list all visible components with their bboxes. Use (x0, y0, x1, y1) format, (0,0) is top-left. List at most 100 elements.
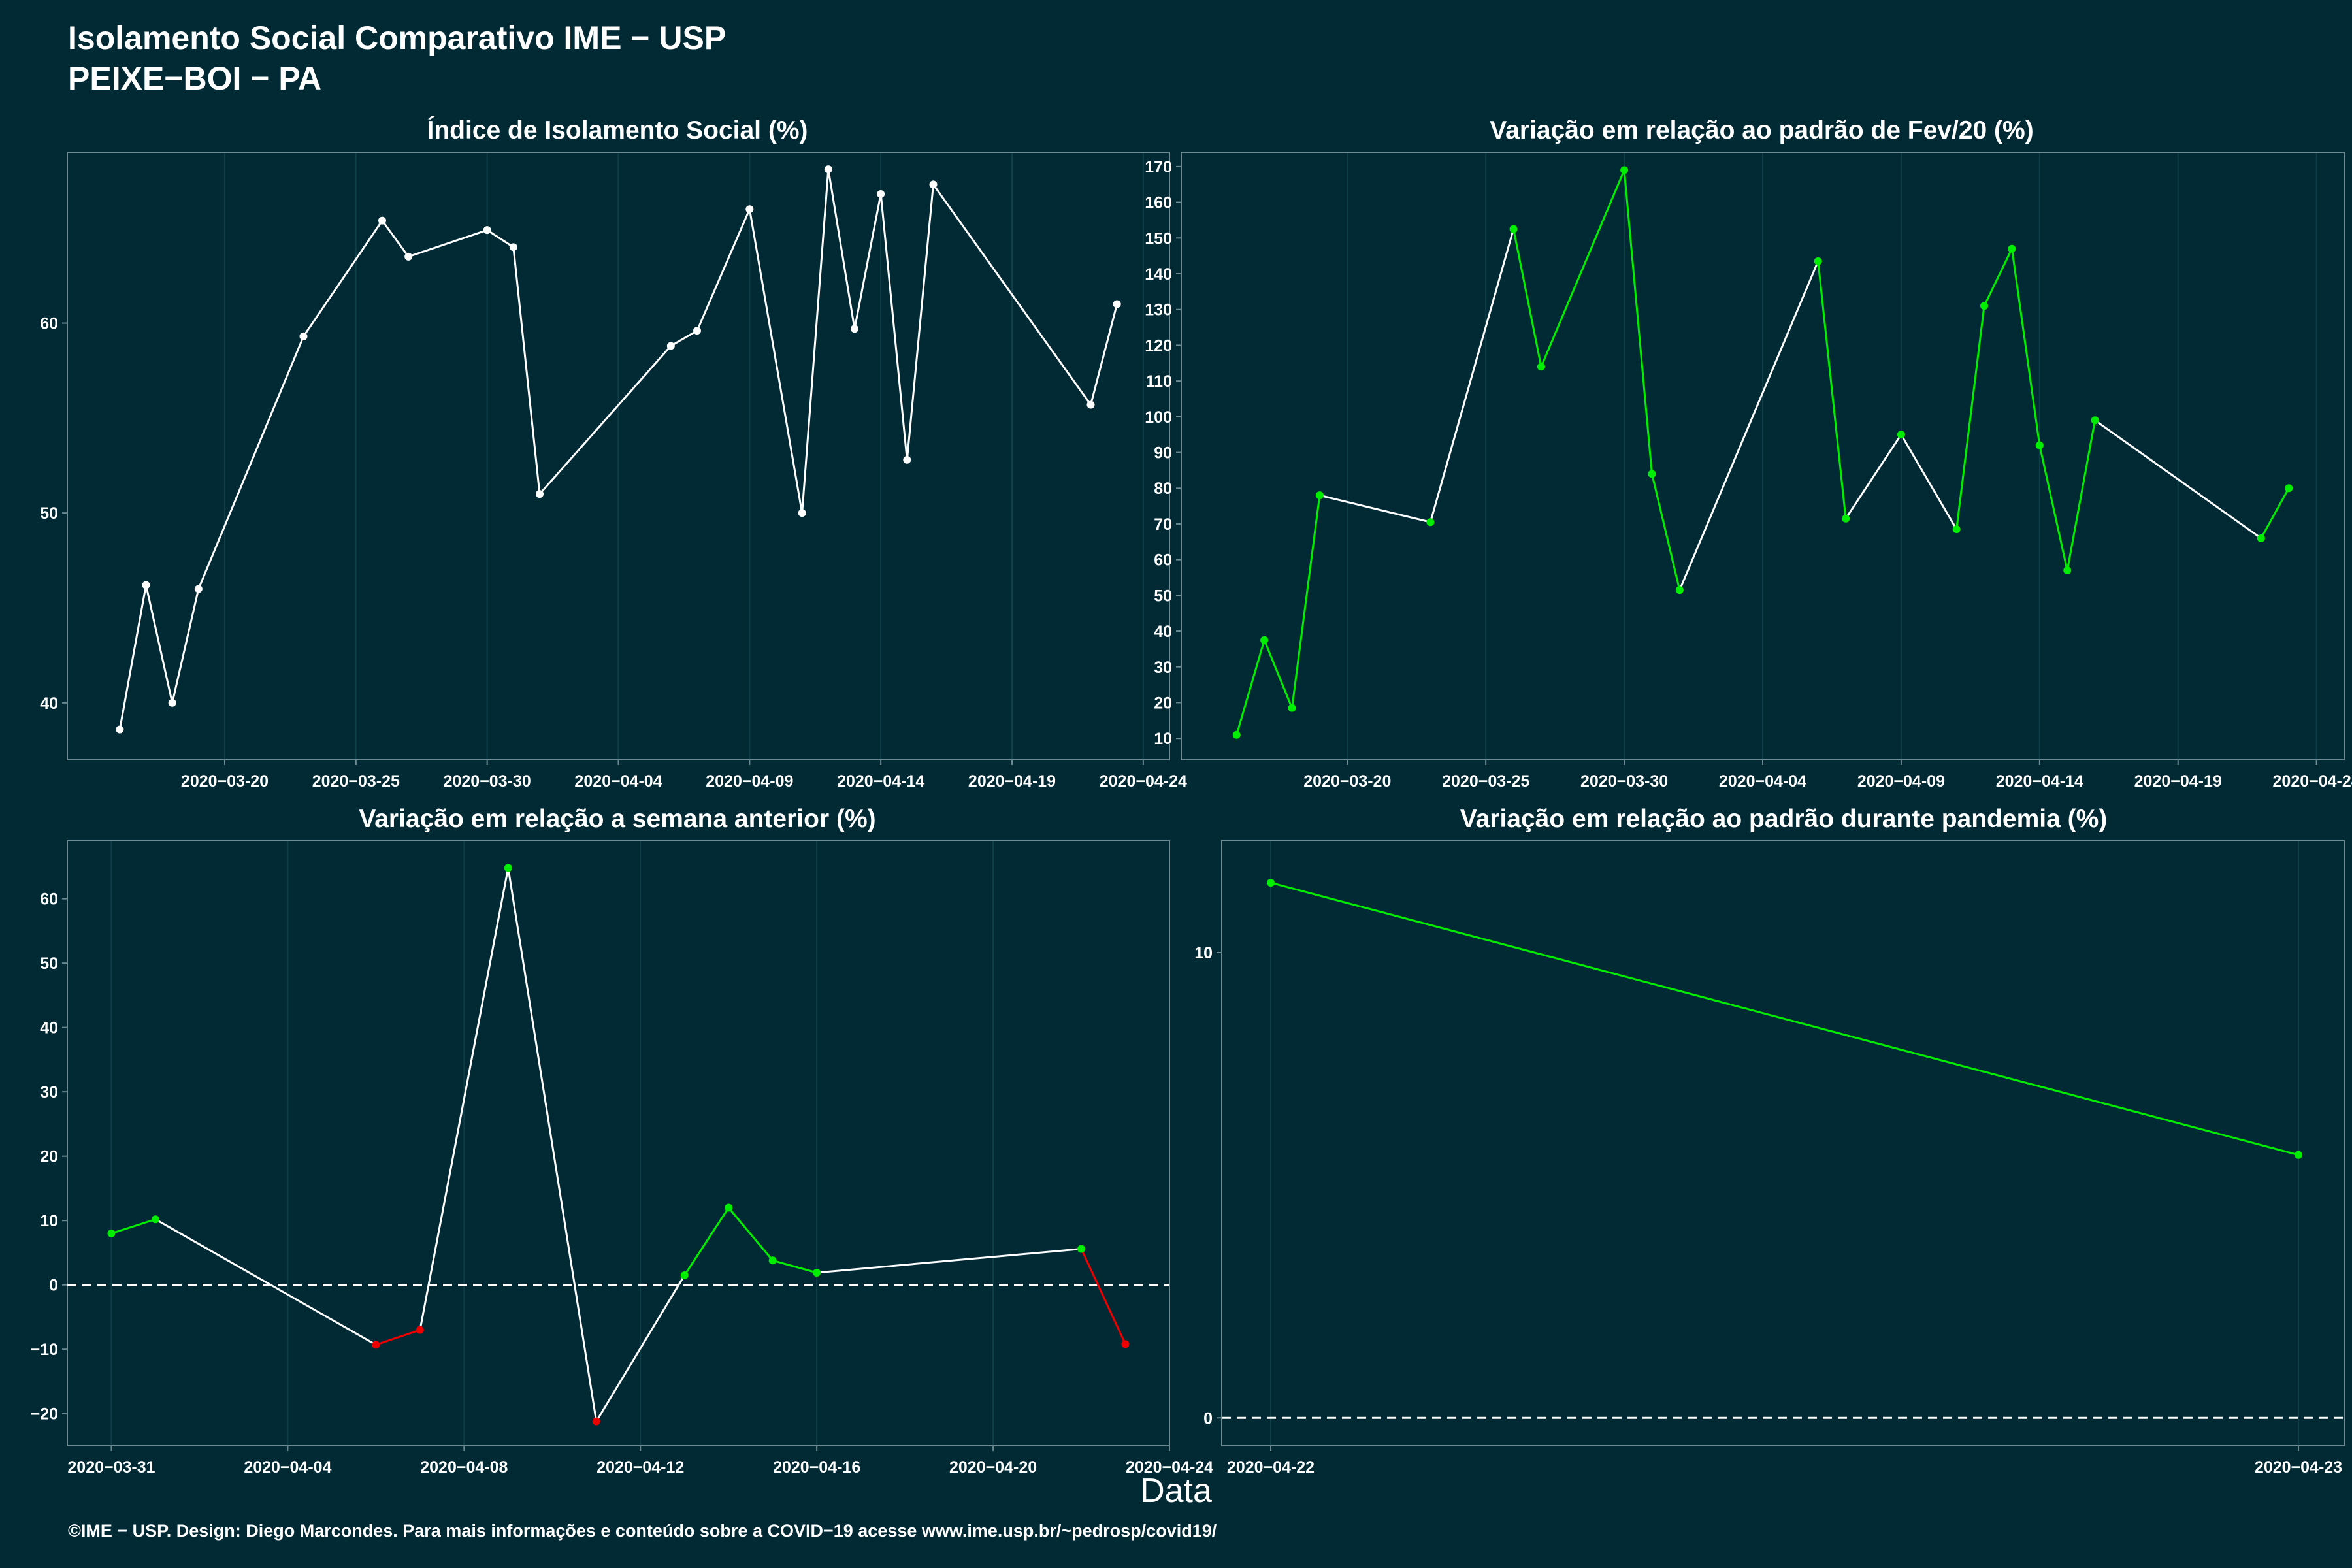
data-point (666, 342, 675, 350)
series-segment (1090, 304, 1119, 405)
data-point (404, 252, 413, 261)
x-tick-label: 2020−04-04 (574, 772, 662, 791)
data-point (851, 325, 858, 333)
y-tick-label: 50 (40, 955, 58, 973)
y-tick-label: 0 (1203, 1409, 1213, 1428)
series-segment (2038, 445, 2068, 571)
series-segment (171, 589, 200, 704)
x-tick-label: 2020−04-23 (2255, 1458, 2342, 1477)
y-tick-label: 20 (1154, 694, 1172, 712)
series-segment (772, 1259, 817, 1274)
y-tick-label: 80 (1154, 480, 1172, 498)
x-tick-label: 2020−04-09 (1857, 772, 1945, 791)
data-point (1648, 470, 1656, 478)
series-segment (817, 1248, 1082, 1274)
x-tick-label: 2020−04-09 (706, 772, 793, 791)
series-segment (1900, 434, 1957, 530)
x-tick-label: 2020−04-14 (837, 772, 924, 791)
y-tick-label: −20 (31, 1405, 58, 1424)
series-segment (375, 1329, 421, 1346)
data-point (1980, 302, 1989, 310)
data-point (2285, 484, 2293, 493)
y-tick-label: 0 (49, 1277, 58, 1295)
series-segment (853, 193, 882, 329)
series-segment (728, 1207, 774, 1262)
data-point (877, 189, 885, 198)
y-tick-label: 40 (40, 694, 58, 713)
series-segment (1270, 881, 2299, 1156)
series-segment (302, 220, 384, 337)
data-point (194, 585, 203, 593)
x-tick-label: 2020−03-30 (444, 772, 531, 791)
series-segment (906, 184, 934, 460)
y-tick-label: 100 (1145, 408, 1172, 427)
data-point (903, 455, 911, 464)
y-tick-label: 170 (1145, 158, 1172, 176)
y-tick-label: 30 (40, 1083, 58, 1102)
y-tick-label: 60 (1154, 551, 1172, 570)
data-point (798, 509, 806, 517)
data-point (813, 1269, 821, 1277)
x-tick-label: 2020−04-04 (1719, 772, 1806, 791)
y-tick-label: 20 (40, 1148, 58, 1166)
data-point (2035, 441, 2044, 449)
x-tick-label: 2020−04-12 (596, 1458, 684, 1477)
data-point (745, 205, 754, 214)
data-point (416, 1326, 424, 1334)
data-point (1267, 879, 1275, 887)
data-point (1509, 225, 1518, 233)
series-segment (670, 329, 698, 347)
series-segment (1429, 229, 1515, 523)
series-segment (1844, 434, 1903, 519)
data-point (824, 165, 832, 174)
series-segment (507, 868, 598, 1422)
y-tick-label: 70 (1154, 515, 1172, 534)
panel-title-isolation-index: Índice de Isolamento Social (%) (427, 116, 808, 144)
y-tick-label: 10 (1154, 730, 1172, 748)
series-segment (197, 336, 304, 590)
data-point (372, 1341, 380, 1349)
y-tick-label: 10 (40, 1212, 58, 1230)
series-segment (1080, 1248, 1126, 1345)
data-point (1232, 730, 1241, 739)
series-segment (932, 184, 1092, 406)
series-segment (1512, 229, 1543, 367)
x-tick-label: 2020−04-22 (1227, 1458, 1315, 1477)
data-point (536, 490, 544, 498)
x-tick-label: 2020−03-20 (181, 772, 269, 791)
series-segment (1263, 640, 1293, 709)
series-segment (1983, 248, 2013, 306)
panel-frame (1221, 840, 2345, 1446)
series-segment (827, 169, 856, 329)
x-axis-label: Data (1140, 1472, 1212, 1510)
x-tick-label: 2020−04-20 (949, 1458, 1037, 1477)
data-point (299, 332, 308, 340)
x-tick-label: 2020−04-04 (244, 1458, 331, 1477)
data-point (1113, 300, 1121, 308)
data-point (768, 1256, 777, 1265)
x-tick-label: 2020−03-25 (1442, 772, 1529, 791)
data-point (1288, 704, 1296, 712)
data-point (1675, 586, 1684, 595)
data-point (504, 864, 512, 872)
series-segment (748, 208, 804, 514)
data-point (1086, 400, 1095, 409)
y-tick-label: 40 (1154, 623, 1172, 641)
x-tick-label: 2020−04-24 (1100, 772, 1187, 791)
series-segment (512, 247, 541, 495)
y-tick-label: 130 (1145, 301, 1172, 319)
series-segment (538, 345, 672, 495)
data-point (168, 698, 176, 707)
data-point (151, 1215, 159, 1224)
series-segment (696, 208, 751, 331)
page-subtitle: PEIXE−BOI − PA (68, 60, 322, 97)
data-point (592, 1417, 600, 1426)
series-segment (879, 193, 908, 460)
series-segment (1319, 494, 1431, 523)
panel-frame (67, 840, 1170, 1446)
series-segment (419, 868, 510, 1330)
y-tick-label: 30 (1154, 659, 1172, 677)
series-segment (1235, 640, 1266, 736)
data-point (2091, 416, 2099, 425)
